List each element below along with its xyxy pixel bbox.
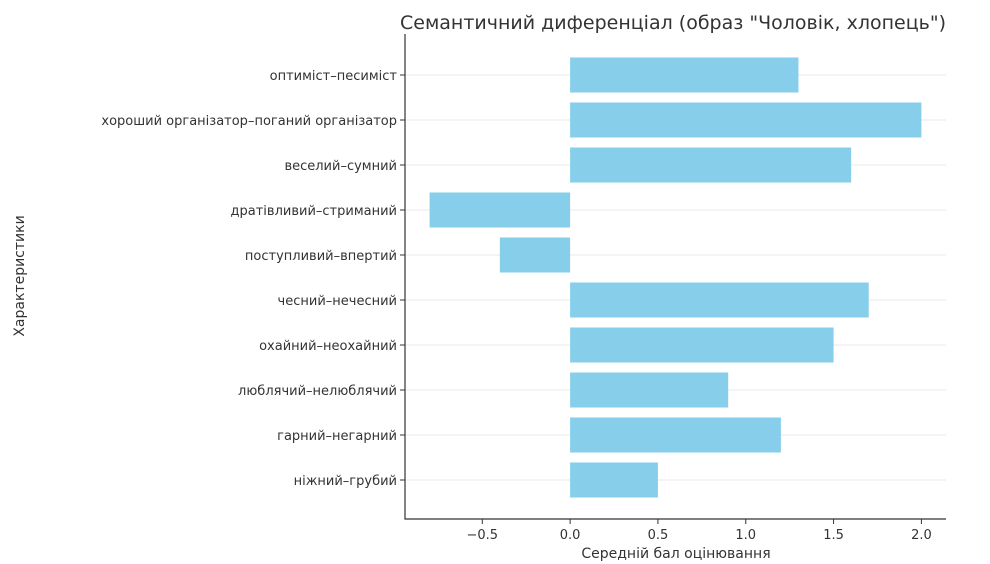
y-tick-label: веселий–сумний	[284, 159, 397, 174]
y-tick-label: ніжний–грубий	[294, 474, 397, 489]
bars	[429, 57, 922, 498]
x-tick-label: 0.0	[560, 528, 581, 543]
x-tick-labels: −0.5 0.0 0.5 1.0 1.5 2.0	[466, 519, 932, 543]
bar	[570, 327, 834, 363]
bar	[570, 102, 922, 138]
x-tick-label: −0.5	[466, 528, 498, 543]
axes	[404, 34, 946, 520]
y-tick-label: охайний–неохайний	[259, 339, 397, 354]
y-tick-labels: оптиміст–песиміст хороший організатор–пог…	[101, 69, 405, 489]
y-tick-label: гарний–негарний	[277, 429, 397, 444]
bar	[570, 372, 729, 408]
y-tick-label: поступливий–впертий	[245, 249, 397, 264]
bar	[499, 237, 571, 273]
x-tick-label: 0.5	[648, 528, 669, 543]
y-tick-label: дратівливий–стриманий	[231, 204, 397, 219]
bar	[570, 147, 852, 183]
x-axis-label: Середній бал оцінювання	[581, 546, 770, 562]
y-tick-label: оптиміст–песиміст	[270, 69, 398, 84]
bar	[570, 282, 869, 318]
y-tick-label: люблячий–нелюблячий	[238, 384, 397, 399]
bar	[429, 192, 571, 228]
chart-title: Семантичний диференціал (образ "Чоловік,…	[400, 12, 946, 34]
bar	[570, 57, 799, 93]
bar	[570, 462, 658, 498]
y-tick-label: хороший організатор–поганий організатор	[101, 114, 397, 129]
y-axis-label: Характеристики	[12, 215, 28, 336]
y-tick-label: чесний–нечесний	[278, 294, 397, 309]
x-tick-label: 1.0	[735, 528, 756, 543]
x-tick-label: 2.0	[911, 528, 932, 543]
x-tick-label: 1.5	[823, 528, 844, 543]
axis-spines	[404, 34, 946, 520]
bar	[570, 417, 781, 453]
